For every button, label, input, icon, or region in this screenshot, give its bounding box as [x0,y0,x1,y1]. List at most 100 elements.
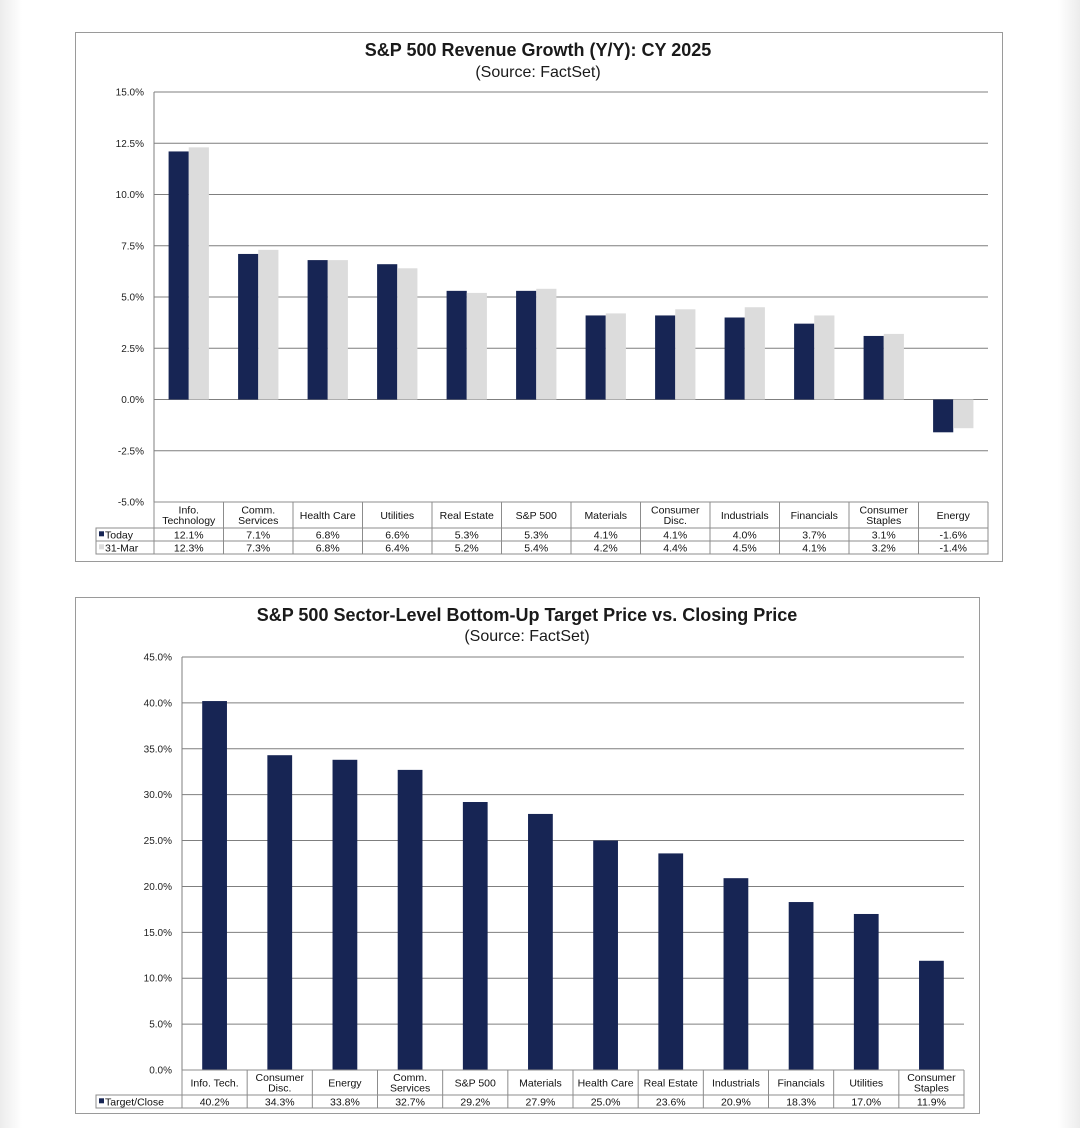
category-label: Consumer [907,1072,956,1084]
data-table-value: 17.0% [851,1096,881,1108]
category-label: Disc. [664,515,687,527]
bar-31-mar [397,268,418,400]
bar-31-mar [327,260,348,400]
category-label: Info. [179,505,199,517]
bar-31-mar [883,333,904,400]
bar-today [794,323,815,400]
data-table-value: 20.9% [721,1096,751,1108]
data-table-value: 5.3% [524,529,548,541]
bar-31-mar [536,288,557,400]
category-label: Technology [162,515,216,527]
category-label: Info. Tech. [190,1077,238,1089]
y-tick-label: 0.0% [149,1066,172,1077]
category-label: Utilities [380,510,414,522]
revenue-growth-chart-svg: S&P 500 Revenue Growth (Y/Y): CY 2025 (S… [95,40,989,555]
category-label: Energy [328,1077,362,1089]
category-label: Consumer [256,1072,305,1084]
data-table-value: 4.1% [802,542,826,554]
data-table-value: 4.5% [733,542,757,554]
page-edge-left [0,0,22,1128]
data-table-value: 4.4% [663,542,687,554]
bar-today [238,253,259,400]
data-table-value: 4.1% [594,529,618,541]
data-table-value: 27.9% [526,1096,556,1108]
data-table-value: 23.6% [656,1096,686,1108]
category-label: Staples [914,1083,949,1095]
category-label: Staples [866,515,901,527]
bar-today [168,151,189,400]
bar-31-mar [605,313,626,400]
category-label: Real Estate [440,510,494,522]
data-table-value: 4.2% [594,542,618,554]
data-table-value: 29.2% [460,1096,490,1108]
legend-key [99,531,104,537]
data-table-value: 33.8% [330,1096,360,1108]
category-label: Financials [791,510,838,522]
y-tick-label: -2.5% [118,446,144,457]
y-tick-label: 15.0% [116,88,144,99]
legend-key [99,1098,104,1104]
bar-target-close [593,840,618,1070]
y-tick-label: 5.0% [121,293,144,304]
category-label: Comm. [241,505,275,517]
y-tick-label: 2.5% [121,344,144,355]
bar-today [655,315,676,400]
y-tick-label: 30.0% [144,790,172,801]
category-label: Energy [937,510,971,522]
chart-title: S&P 500 Revenue Growth (Y/Y): CY 2025 [365,40,711,60]
target-price-chart-svg: S&P 500 Sector-Level Bottom-Up Target Pr… [95,605,965,1109]
bar-today [863,335,884,400]
y-tick-label: 10.0% [144,974,172,985]
data-table-value: -1.6% [940,529,967,541]
bar-31-mar [814,315,835,400]
category-label: S&P 500 [455,1077,496,1089]
y-tick-label: 20.0% [144,882,172,893]
y-tick-label: -5.0% [118,498,144,509]
chart-subtitle: (Source: FactSet) [475,64,600,81]
page-edge-right [1058,0,1080,1128]
data-table-value: 5.4% [524,542,548,554]
bar-today [377,264,398,400]
data-table-value: 11.9% [917,1096,946,1108]
data-table-value: 5.2% [455,542,479,554]
bar-target-close [528,813,553,1070]
data-table-value: 6.8% [316,529,340,541]
data-table-value: 18.3% [786,1096,816,1108]
bar-31-mar [744,307,765,400]
category-label: Real Estate [644,1077,698,1089]
category-label: S&P 500 [516,510,557,522]
legend-key [99,544,104,550]
category-label: Consumer [651,505,700,517]
bar-today [724,317,745,400]
bar-target-close [723,878,749,1070]
data-table-value: 7.3% [246,542,270,554]
bar-today [933,399,954,433]
bar-31-mar [953,399,974,429]
bar-target-close [332,759,358,1070]
bar-target-close [788,902,814,1070]
y-tick-label: 40.0% [144,698,172,709]
data-table-value: 40.2% [200,1096,230,1108]
data-table-value: 3.7% [802,529,826,541]
revenue-growth-chart: S&P 500 Revenue Growth (Y/Y): CY 2025 (S… [75,32,1003,562]
bar-target-close [853,913,879,1070]
bar-today [516,290,537,400]
bar-today [307,260,328,400]
data-table-value: 12.1% [174,529,204,541]
bar-today [585,315,606,400]
bar-today [446,290,467,400]
category-label: Industrials [712,1077,760,1089]
data-table-value: 32.7% [395,1096,425,1108]
bar-target-close [397,769,423,1070]
category-label: Industrials [721,510,769,522]
y-tick-label: 45.0% [144,653,172,664]
category-label: Health Care [578,1077,634,1089]
chart-subtitle: (Source: FactSet) [464,628,589,645]
chart-title: S&P 500 Sector-Level Bottom-Up Target Pr… [257,605,798,625]
category-label: Materials [519,1077,562,1089]
y-tick-label: 15.0% [144,928,172,939]
y-tick-label: 0.0% [121,395,144,406]
bar-31-mar [188,147,209,400]
category-label: Services [238,515,278,527]
y-tick-label: 5.0% [149,1020,172,1031]
